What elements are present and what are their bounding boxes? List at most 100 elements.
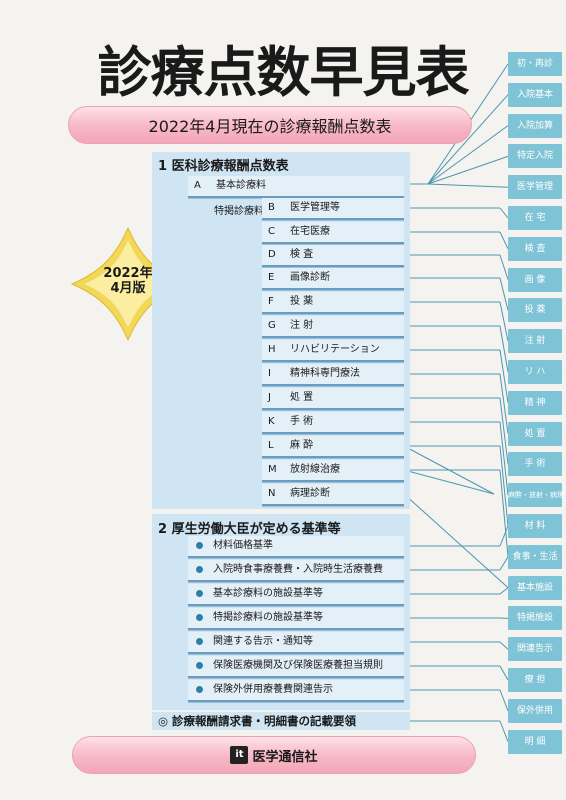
section2-heading: 2 厚生労働大臣が定める基準等 <box>158 522 341 537</box>
tokuyou-label: 特掲診療料 <box>214 206 264 217</box>
item-code: M <box>268 464 277 475</box>
connector-line <box>499 525 509 547</box>
index-tab[interactable]: 投 薬 <box>508 298 562 323</box>
index-tab[interactable]: 特掲施設 <box>508 606 562 631</box>
index-tab[interactable]: 入院基本 <box>508 82 562 107</box>
connector-line <box>499 641 509 650</box>
item-label: 画像診断 <box>290 272 330 283</box>
item-label: 医学管理等 <box>290 202 340 213</box>
item-code: K <box>268 416 275 427</box>
section2-item: 保険外併用療養費関連告示 <box>188 680 404 702</box>
connector-line <box>499 587 509 595</box>
item-code: H <box>268 344 276 355</box>
connector-line <box>499 231 509 250</box>
section2-item: 基本診療料の施設基準等 <box>188 584 404 606</box>
index-tab[interactable]: 基本施設 <box>508 575 562 600</box>
subtitle-text: 2022年4月現在の診療報酬点数表 <box>148 117 392 136</box>
section1-item-b: B 医学管理等 <box>262 198 404 220</box>
index-tab[interactable]: 入院加算 <box>508 113 562 138</box>
connector-line <box>499 469 509 557</box>
bullet-dot-icon <box>196 565 203 573</box>
section1-item-e: E 画像診断 <box>262 268 404 290</box>
index-tab[interactable]: 材 料 <box>508 514 562 538</box>
item-code: L <box>268 440 274 451</box>
item-label: 特掲診療料の施設基準等 <box>213 612 323 623</box>
connector-line <box>427 125 509 185</box>
connector-line <box>499 689 509 711</box>
section2-item: 保険医療機関及び保険医療養担当規則 <box>188 656 404 678</box>
connector-line <box>403 445 495 495</box>
index-tab[interactable]: 精 神 <box>508 390 562 415</box>
index-tab[interactable]: 在 宅 <box>508 206 562 230</box>
item-label: 放射線治療 <box>290 464 340 475</box>
connector-line <box>499 445 509 527</box>
bullet-dot-icon <box>196 541 203 549</box>
item-label: 基本診療料 <box>216 180 266 191</box>
item-label: 基本診療料の施設基準等 <box>213 588 323 599</box>
connector-line <box>499 397 509 465</box>
item-code: N <box>268 488 276 499</box>
index-tab[interactable]: 関連告示 <box>508 637 562 662</box>
section3-heading: ◎ 診療報酬請求書・明細書の記載要領 <box>158 714 357 728</box>
connector-line <box>499 254 509 280</box>
bullet-dot-icon <box>196 661 203 669</box>
item-label: 処 置 <box>290 392 314 403</box>
bullet-dot-icon <box>196 589 203 597</box>
connector-line <box>403 493 509 588</box>
index-tab[interactable]: 医学管理 <box>508 175 562 200</box>
item-code: E <box>268 272 275 283</box>
index-tab[interactable]: 処 置 <box>508 421 562 446</box>
index-tab[interactable]: 麻酔・放射・病理 <box>508 483 564 508</box>
item-code: D <box>268 249 276 260</box>
item-code: I <box>268 368 271 379</box>
index-tab[interactable]: 保外併用 <box>508 698 562 723</box>
connector-line <box>427 183 509 188</box>
item-label: 手 術 <box>290 416 314 427</box>
item-code: C <box>268 226 275 237</box>
item-code: F <box>268 296 274 307</box>
item-label: 在宅医療 <box>290 226 330 237</box>
item-code: G <box>268 320 276 331</box>
item-label: 入院時食事療養費・入院時生活療養費 <box>213 564 383 575</box>
section1-item-i: I 精神科専門療法 <box>262 364 404 386</box>
item-code: B <box>268 202 275 213</box>
connector-line <box>499 665 509 681</box>
item-label: 投 薬 <box>290 296 314 307</box>
section1-item-n: N 病理診断 <box>262 484 404 506</box>
index-tab[interactable]: 食事・生活 <box>508 544 562 569</box>
connector-line <box>499 720 509 742</box>
index-tab[interactable]: 明 細 <box>508 729 562 754</box>
index-tab[interactable]: 画 像 <box>508 267 562 292</box>
edition-year: 2022年 <box>103 266 153 281</box>
connector-line <box>499 325 509 373</box>
connector-line <box>499 556 509 571</box>
connector-line <box>427 94 509 185</box>
edition-month: 4月版 <box>110 281 146 296</box>
bullet-dot-icon <box>196 637 203 645</box>
index-tab[interactable]: リ ハ <box>508 360 562 384</box>
index-tab[interactable]: 検 査 <box>508 236 562 261</box>
index-tab[interactable]: 特定入院 <box>508 144 562 169</box>
item-label: 注 射 <box>290 320 314 331</box>
publisher-logo-icon: it <box>230 746 249 764</box>
section1-item-m: M 放射線治療 <box>262 460 404 482</box>
connector-line <box>499 207 509 219</box>
item-label: 保険医療機関及び保険医療養担当規則 <box>213 660 383 671</box>
bullet-dot-icon <box>196 613 203 621</box>
item-label: 麻 酔 <box>290 440 314 451</box>
index-tab[interactable]: 手 術 <box>508 452 562 477</box>
index-tab[interactable]: 注 射 <box>508 329 562 354</box>
connector-line <box>499 421 509 496</box>
item-label: 材料価格基準 <box>213 540 273 551</box>
section2-item: 関連する告示・通知等 <box>188 632 404 654</box>
index-tab[interactable]: 初・再診 <box>508 52 562 76</box>
item-label: 病理診断 <box>290 488 330 499</box>
index-tab[interactable]: 療 担 <box>508 668 562 692</box>
connector-line <box>403 469 495 495</box>
